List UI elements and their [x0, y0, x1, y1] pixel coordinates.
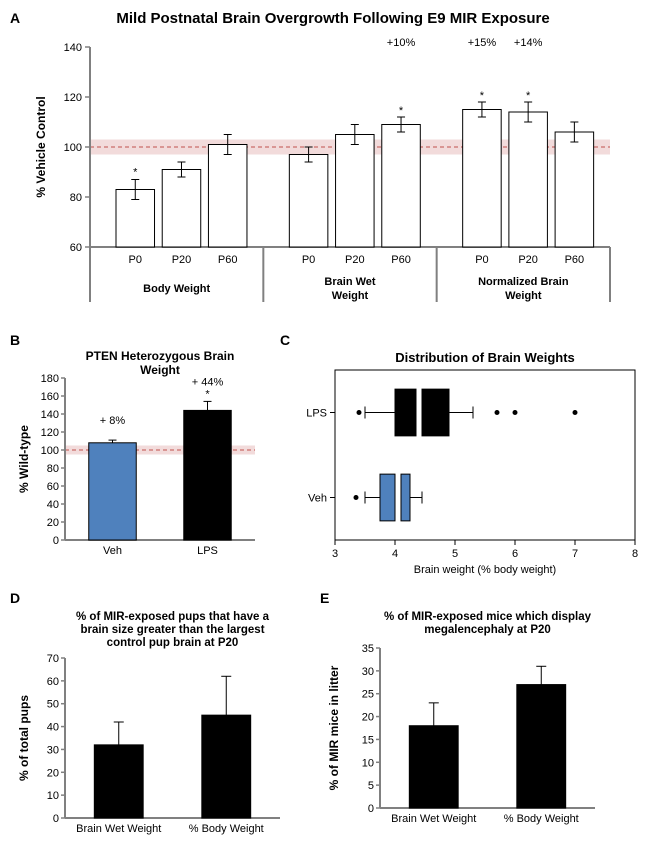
svg-text:+15%: +15% — [468, 37, 497, 49]
svg-text:60: 60 — [47, 481, 59, 493]
svg-text:5: 5 — [368, 780, 374, 792]
svg-text:LPS: LPS — [306, 408, 327, 420]
svg-text:P0: P0 — [129, 254, 142, 266]
svg-text:PTEN Heterozygous Brain: PTEN Heterozygous Brain — [86, 350, 235, 363]
svg-text:120: 120 — [64, 92, 82, 104]
svg-text:P60: P60 — [565, 254, 585, 266]
svg-text:0: 0 — [53, 535, 59, 547]
svg-text:0: 0 — [368, 803, 374, 815]
panel-e-label: E — [320, 590, 329, 606]
panel-e-chart: % of MIR-exposed mice which displaymegal… — [320, 608, 630, 853]
svg-text:% of MIR mice in litter: % of MIR mice in litter — [327, 665, 341, 790]
panel-b-chart: PTEN Heterozygous BrainWeight 0 20 40 60 80 10… — [10, 350, 270, 585]
svg-text:60: 60 — [70, 242, 82, 254]
panel-c-chart: Distribution of Brain Weights 3 4 5 6 7 8 Brain… — [280, 350, 645, 585]
svg-text:Distribution of Brain Weights: Distribution of Brain Weights — [395, 350, 575, 365]
svg-text:Brain weight (% body weight): Brain weight (% body weight) — [414, 564, 556, 576]
svg-text:P60: P60 — [391, 254, 411, 266]
svg-text:*: * — [133, 167, 138, 179]
svg-text:30: 30 — [47, 744, 59, 756]
panel-a: A Mild Postnatal Brain Overgrowth Follow… — [10, 10, 646, 327]
svg-text:35: 35 — [362, 643, 374, 655]
panel-d-label: D — [10, 590, 20, 606]
svg-text:70: 70 — [47, 653, 59, 665]
svg-text:30: 30 — [362, 666, 374, 678]
svg-text:80: 80 — [47, 463, 59, 475]
svg-text:20: 20 — [47, 517, 59, 529]
panel-d: D % of MIR-exposed pups that have abrain… — [10, 590, 310, 853]
svg-text:25: 25 — [362, 689, 374, 701]
svg-text:P20: P20 — [345, 254, 365, 266]
svg-text:*: * — [480, 90, 485, 102]
svg-text:10: 10 — [47, 790, 59, 802]
svg-text:100: 100 — [41, 445, 59, 457]
panel-d-chart: % of MIR-exposed pups that have abrain s… — [10, 608, 310, 853]
svg-text:100: 100 — [64, 142, 82, 154]
svg-text:140: 140 — [41, 409, 59, 421]
svg-text:50: 50 — [47, 699, 59, 711]
svg-text:0: 0 — [53, 813, 59, 825]
svg-text:+ 44%: + 44% — [192, 376, 224, 388]
svg-text:% of total pups: % of total pups — [17, 695, 31, 781]
svg-text:P0: P0 — [475, 254, 488, 266]
svg-text:brain size greater than the la: brain size greater than the largest — [80, 624, 264, 636]
svg-text:20: 20 — [362, 712, 374, 724]
svg-text:Veh: Veh — [103, 545, 122, 557]
svg-text:P20: P20 — [172, 254, 192, 266]
svg-text:140: 140 — [64, 42, 82, 54]
svg-text:+10%: +10% — [387, 37, 416, 49]
svg-text:6: 6 — [512, 548, 518, 560]
svg-text:*: * — [399, 105, 404, 117]
panel-b-label: B — [10, 332, 20, 348]
panel-a-chart: 60 80 100 120 140 % Vehicle Control P0 * P20 P60 B… — [10, 27, 630, 327]
svg-text:180: 180 — [41, 373, 59, 385]
panel-c-label: C — [280, 332, 290, 348]
svg-text:15: 15 — [362, 734, 374, 746]
svg-text:4: 4 — [392, 548, 398, 560]
svg-text:8: 8 — [632, 548, 638, 560]
svg-text:Brain Wet: Brain Wet — [324, 276, 375, 288]
svg-text:+14%: +14% — [514, 37, 543, 49]
svg-text:Weight: Weight — [140, 363, 180, 377]
svg-text:P60: P60 — [218, 254, 238, 266]
svg-text:160: 160 — [41, 391, 59, 403]
svg-text:40: 40 — [47, 499, 59, 511]
svg-text:7: 7 — [572, 548, 578, 560]
svg-text:5: 5 — [452, 548, 458, 560]
svg-text:Veh: Veh — [308, 493, 327, 505]
svg-text:P20: P20 — [518, 254, 538, 266]
svg-text:10: 10 — [362, 757, 374, 769]
svg-text:P0: P0 — [302, 254, 315, 266]
svg-text:60: 60 — [47, 676, 59, 688]
svg-text:Brain Wet Weight: Brain Wet Weight — [391, 813, 476, 825]
svg-text:*: * — [205, 388, 210, 400]
panel-b: B PTEN Heterozygous BrainWeight 0 20 40 60 80… — [10, 332, 270, 585]
panel-a-label: A — [10, 10, 20, 26]
svg-text:% of MIR-exposed pups that hav: % of MIR-exposed pups that have a — [76, 611, 270, 623]
panel-c: C Distribution of Brain Weights 3 4 5 6 7 8 Bra… — [280, 332, 645, 585]
svg-text:control pup brain at P20: control pup brain at P20 — [107, 637, 239, 649]
svg-text:Brain Wet Weight: Brain Wet Weight — [76, 823, 161, 835]
svg-text:% Body Weight: % Body Weight — [189, 823, 264, 835]
svg-text:120: 120 — [41, 427, 59, 439]
panel-a-title: Mild Postnatal Brain Overgrowth Followin… — [20, 10, 646, 27]
svg-text:Weight: Weight — [332, 290, 369, 302]
svg-text:LPS: LPS — [197, 545, 218, 557]
panel-e: E % of MIR-exposed mice which displaymeg… — [320, 590, 630, 853]
svg-text:% Wild-type: % Wild-type — [17, 425, 31, 493]
svg-text:Normalized Brain: Normalized Brain — [478, 276, 569, 288]
svg-text:% Body Weight: % Body Weight — [504, 813, 579, 825]
svg-text:20: 20 — [47, 767, 59, 779]
svg-text:*: * — [526, 90, 531, 102]
svg-text:3: 3 — [332, 548, 338, 560]
svg-text:Weight: Weight — [505, 290, 542, 302]
figure: A Mild Postnatal Brain Overgrowth Follow… — [10, 10, 646, 853]
svg-text:% of MIR-exposed mice which di: % of MIR-exposed mice which display — [384, 611, 592, 623]
svg-text:megalencephaly at P20: megalencephaly at P20 — [424, 624, 551, 636]
svg-text:% Vehicle Control: % Vehicle Control — [34, 96, 48, 197]
svg-text:40: 40 — [47, 722, 59, 734]
svg-text:Body Weight: Body Weight — [143, 283, 210, 295]
svg-text:80: 80 — [70, 192, 82, 204]
svg-text:+ 8%: + 8% — [100, 415, 126, 427]
